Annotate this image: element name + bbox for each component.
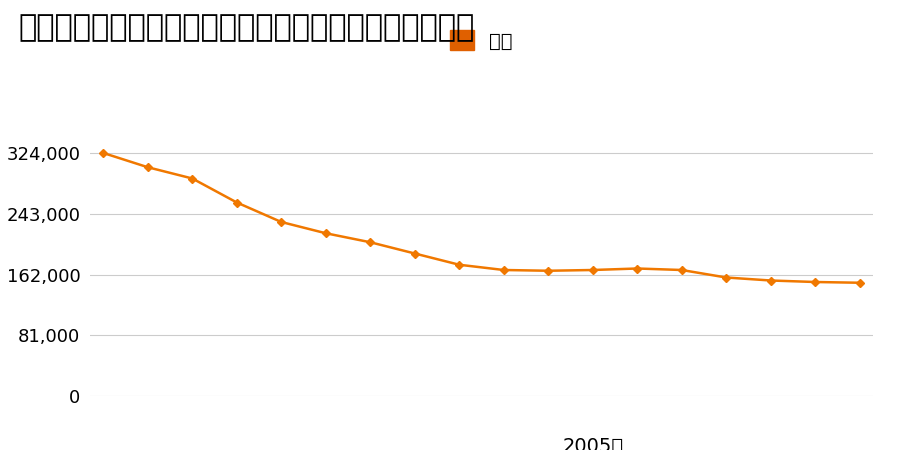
Text: 2005年: 2005年: [562, 437, 624, 450]
Legend: 価格: 価格: [443, 22, 520, 58]
Text: 大邘府大邘市淡川区三津屋中３丁目１０番２の地価推移: 大邘府大邘市淡川区三津屋中３丁目１０番２の地価推移: [18, 14, 474, 42]
